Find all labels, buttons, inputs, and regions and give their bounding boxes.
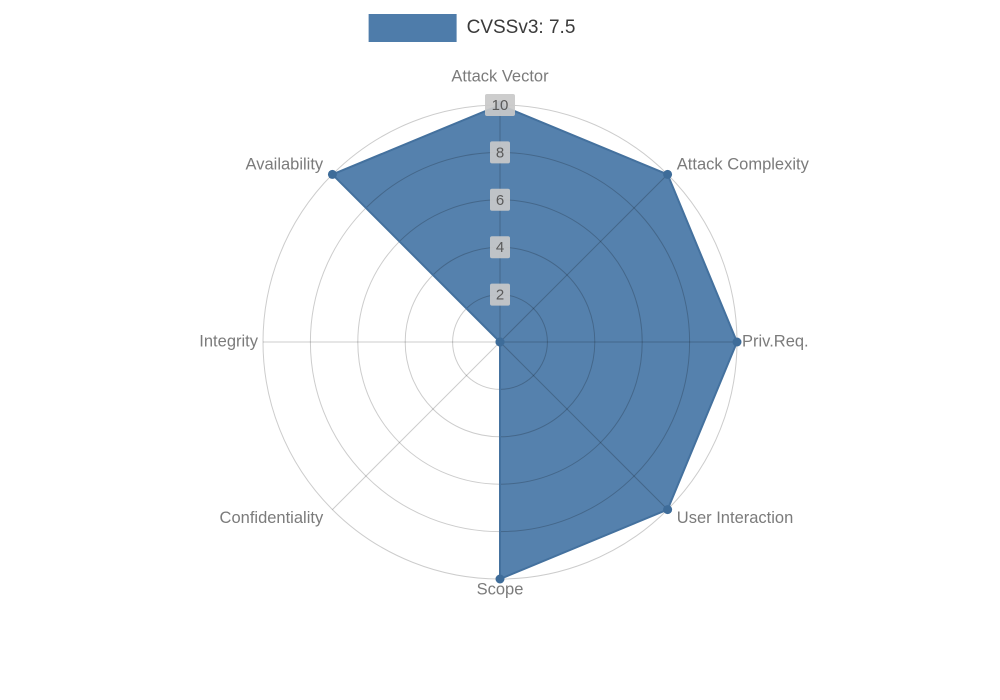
axis-label-integrity: Integrity xyxy=(199,332,258,350)
radar-polygon xyxy=(332,105,737,579)
tick-backdrop xyxy=(490,283,510,306)
axis-label-attack-vector: Attack Vector xyxy=(451,67,549,85)
axis-label-scope: Scope xyxy=(477,580,524,598)
axis-label-availability: Availability xyxy=(246,156,324,174)
axis-spoke xyxy=(332,341,501,510)
axis-label-attack-complexity: Attack Complexity xyxy=(677,156,810,174)
tick-label: 8 xyxy=(496,144,504,161)
axis-label-confidentiality: Confidentiality xyxy=(220,509,324,527)
legend-swatch xyxy=(368,14,457,42)
axis-spoke xyxy=(499,341,668,510)
radar-polygon-border xyxy=(331,104,738,580)
tick-backdrop xyxy=(485,94,515,116)
data-point xyxy=(495,574,505,584)
tick-label: 4 xyxy=(496,239,504,256)
data-point xyxy=(495,337,505,347)
axis-spoke xyxy=(499,174,668,343)
data-point xyxy=(732,337,742,347)
data-point xyxy=(663,505,673,515)
tick-backdrop xyxy=(490,188,510,211)
data-point xyxy=(663,169,673,179)
tick-backdrop xyxy=(490,141,510,164)
data-point xyxy=(327,169,337,179)
tick-label: 2 xyxy=(496,287,504,304)
tick-backdrop xyxy=(490,236,510,259)
axis-label-user-interaction: User Interaction xyxy=(677,509,793,527)
axis-label-priv-req-: Priv.Req. xyxy=(742,332,809,350)
tick-label: 10 xyxy=(492,97,509,114)
tick-label: 6 xyxy=(496,192,504,209)
legend[interactable]: CVSSv3: 7.5 xyxy=(368,14,576,42)
legend-label: CVSSv3: 7.5 xyxy=(466,17,576,38)
